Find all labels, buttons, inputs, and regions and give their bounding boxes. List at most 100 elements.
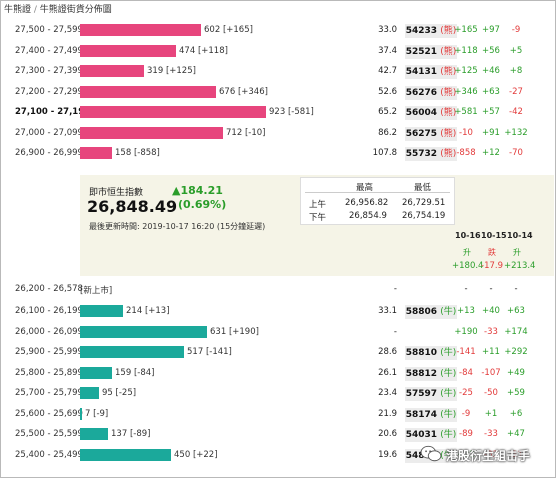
range-label: 27,000 - 27,099	[15, 127, 83, 138]
chg-3: -	[514, 284, 518, 294]
watermark: 港股衍生組击手	[420, 445, 552, 465]
low-header: 最低	[414, 183, 432, 193]
volume-bar	[80, 305, 123, 317]
volume-bar	[80, 407, 82, 420]
breadcrumb-separator: /	[31, 5, 40, 15]
warrant-code[interactable]: 58174 (牛)	[405, 407, 457, 422]
date-2: 10-15	[481, 231, 507, 240]
range-label: 27,200 - 27,299	[15, 86, 83, 97]
chg-2: -	[489, 284, 493, 294]
range-label: 27,500 - 27,599	[15, 25, 83, 35]
chg-2: +57	[482, 107, 500, 117]
bull-row: 25,700 - 25,799 95 [-25] 23.4 57597 (牛) -25 -…	[0, 383, 556, 403]
bear-row: 27,500 - 27,599 602 [+165] 33.0 54233 (熊) +1…	[0, 20, 556, 40]
warrant-code[interactable]: 54031 (牛)	[405, 428, 457, 442]
volume-label: 676 [+346]	[219, 86, 268, 97]
bear-row: 27,100 - 27,199 923 [-581] 65.2 56004 (熊) +5…	[0, 102, 556, 122]
warrant-code[interactable]: 54233 (熊)	[405, 24, 457, 38]
chg-1: +190	[454, 326, 478, 337]
range-label: 25,900 - 25,999	[15, 347, 83, 357]
breadcrumb-item-distribution: 牛熊證街貨分佈圖	[39, 5, 112, 15]
chg-2: -33	[484, 326, 498, 337]
chg-3: +59	[507, 388, 525, 398]
range-label: 27,300 - 27,399	[15, 66, 83, 76]
chg-3: +174	[504, 326, 528, 337]
chg-2: -33	[484, 429, 498, 439]
volume-bar	[80, 448, 171, 461]
wechat-icon	[420, 445, 442, 462]
ratio: 28.6	[378, 347, 397, 357]
chg-1: -	[464, 284, 468, 294]
ratio: 86.2	[378, 127, 397, 138]
chg-2: +56	[482, 45, 500, 56]
chg-1: +22	[457, 449, 475, 460]
volume-label: 923 [-581]	[269, 107, 314, 117]
chg-3: -42	[509, 107, 523, 117]
warrant-code[interactable]: 56276 (熊)	[405, 85, 457, 100]
bull-row: 25,600 - 25,699 7 [-9] 21.9 58174 (牛) -9 +1 +6	[0, 404, 556, 424]
volume-label: 712 [-10]	[226, 127, 266, 138]
ratio: 20.6	[378, 429, 397, 439]
new-listing-row: 26,200 - 26,578 [新上市] - - - -	[0, 279, 556, 299]
volume-bar	[80, 44, 176, 57]
chg-1: +581	[454, 107, 478, 117]
volume-bar	[80, 346, 184, 358]
range-label: 25,800 - 25,899	[15, 367, 83, 378]
hsi-title: 即市恒生指數	[89, 188, 144, 198]
volume-bar	[80, 366, 112, 379]
chg-2: -83	[484, 449, 498, 460]
header-divider	[305, 192, 450, 193]
chg-1: -10	[459, 127, 473, 138]
ratio: 107.8	[372, 148, 397, 158]
bull-row: 26,000 - 26,099 631 [+190] - +190 -33 +174	[0, 322, 556, 342]
warrant-code[interactable]: 56275 (熊)	[405, 126, 457, 141]
ratio: 65.2	[378, 107, 397, 117]
warrant-code[interactable]: 58812 (牛)	[405, 366, 457, 381]
ratio: 23.4	[378, 388, 397, 398]
chg-2: -107	[481, 367, 501, 378]
breadcrumb: 牛熊證 / 牛熊證街貨分佈圖	[4, 2, 112, 15]
warrant-code[interactable]: 55732 (熊)	[405, 147, 457, 161]
volume-bar	[80, 106, 266, 118]
chg-3: -27	[509, 86, 523, 97]
ratio: -	[393, 326, 397, 337]
date-1: 10-16	[455, 231, 481, 240]
range-label: 25,600 - 25,699	[15, 408, 83, 419]
chg-3: +8	[509, 66, 523, 76]
chg-1: -858	[456, 148, 476, 158]
warrant-code[interactable]: 54131 (熊)	[405, 65, 457, 79]
chg-3: +47	[507, 429, 525, 439]
bull-row: 25,800 - 25,899 159 [-84] 26.1 58812 (牛) -84…	[0, 363, 556, 383]
warrant-code[interactable]: 58806 (牛)	[405, 305, 457, 319]
warrant-code[interactable]: 57597 (牛)	[405, 387, 457, 401]
bear-row: 27,200 - 27,299 676 [+346] 52.6 56276 (熊) +3…	[0, 82, 556, 102]
volume-label: 214 [+13]	[126, 306, 170, 316]
volume-bar	[80, 428, 108, 440]
range-label: 27,100 - 27,199	[15, 107, 91, 117]
ratio: 33.1	[378, 306, 397, 316]
am-low: 26,729.51	[402, 198, 446, 208]
ratio: 33.0	[378, 25, 397, 35]
warrant-code[interactable]: 58810 (牛)	[405, 346, 457, 360]
hsi-percent: (0.69%)	[178, 198, 227, 211]
chg-1: -84	[459, 367, 473, 378]
am-high: 26,956.82	[345, 198, 389, 208]
bear-row: 27,400 - 27,499 474 [+118] 37.4 52521 (熊) +1…	[0, 41, 556, 61]
chg-2: +97	[482, 25, 500, 35]
range-label: 26,000 - 26,099	[15, 326, 83, 337]
warrant-code[interactable]: 52521 (熊)	[405, 44, 457, 59]
chg-1: +118	[454, 45, 478, 56]
bull-row: 25,500 - 25,599 137 [-89] 20.6 54031 (牛) -89…	[0, 424, 556, 444]
ratio: 26.1	[378, 367, 397, 378]
chg-3: +49	[507, 367, 525, 378]
bear-row: 27,000 - 27,099 712 [-10] 86.2 56275 (熊) -10…	[0, 123, 556, 143]
chg-2: +91	[482, 127, 500, 138]
bear-row: 26,900 - 26,999 158 [-858] 107.8 55732 (熊) -…	[0, 143, 556, 163]
warrant-code[interactable]: 56004 (熊)	[405, 106, 457, 120]
breadcrumb-item-cbbc[interactable]: 牛熊證	[4, 5, 32, 15]
pm-label: 下午	[309, 213, 327, 223]
chg-3: +292	[504, 347, 528, 357]
chg-2: +1	[484, 408, 498, 419]
volume-bar	[80, 147, 112, 159]
chg-3: -9	[511, 25, 521, 35]
